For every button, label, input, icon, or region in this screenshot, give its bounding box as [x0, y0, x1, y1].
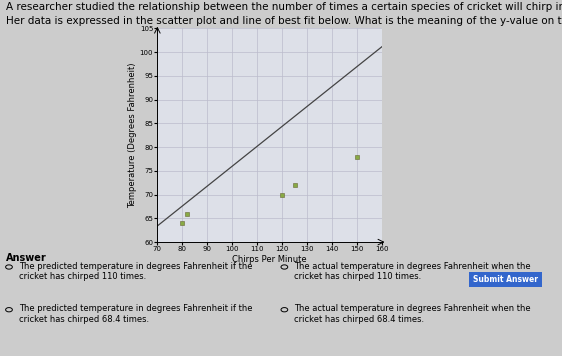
Point	[278, 192, 287, 198]
Text: The predicted temperature in degrees Fahrenheit if the
cricket has chirped 110 t: The predicted temperature in degrees Fah…	[19, 262, 252, 281]
Text: Answer: Answer	[6, 253, 47, 263]
Point	[353, 154, 362, 159]
Text: Submit Answer: Submit Answer	[473, 274, 538, 284]
Point	[183, 211, 192, 216]
Point	[178, 220, 187, 226]
X-axis label: Chirps Per Minute: Chirps Per Minute	[233, 255, 307, 264]
Text: A researcher studied the relationship between the number of times a certain spec: A researcher studied the relationship be…	[6, 2, 562, 12]
Text: The predicted temperature in degrees Fahrenheit if the
cricket has chirped 68.4 : The predicted temperature in degrees Fah…	[19, 304, 252, 324]
Text: The actual temperature in degrees Fahrenheit when the
cricket has chirped 110 ti: The actual temperature in degrees Fahren…	[294, 262, 531, 281]
Text: Her data is expressed in the scatter plot and line of best fit below. What is th: Her data is expressed in the scatter plo…	[6, 16, 562, 26]
Point	[290, 182, 299, 188]
Y-axis label: Temperature (Degrees Fahrenheit): Temperature (Degrees Fahrenheit)	[128, 63, 137, 208]
Text: The actual temperature in degrees Fahrenheit when the
cricket has chirped 68.4 t: The actual temperature in degrees Fahren…	[294, 304, 531, 324]
